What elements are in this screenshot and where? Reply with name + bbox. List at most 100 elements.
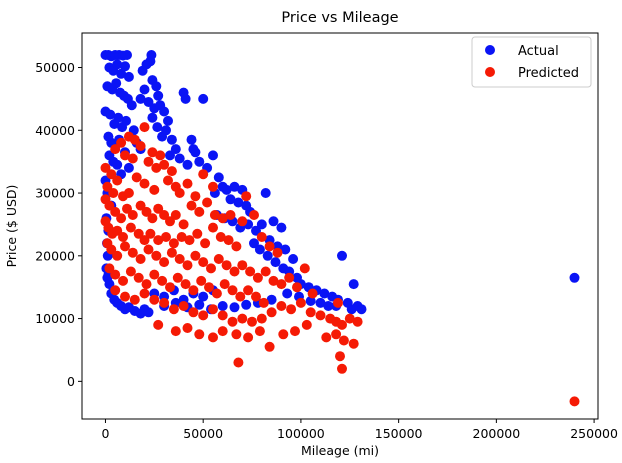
- data-point: [108, 188, 119, 198]
- data-point: [152, 122, 163, 133]
- data-point: [262, 250, 273, 261]
- data-point: [348, 338, 359, 349]
- data-point: [174, 188, 185, 198]
- data-point: [229, 181, 240, 192]
- data-point: [276, 301, 287, 311]
- data-point: [208, 304, 218, 315]
- data-point: [221, 260, 232, 271]
- data-point: [213, 254, 224, 264]
- data-point: [190, 250, 201, 261]
- data-point: [168, 238, 179, 249]
- data-point: [182, 260, 193, 271]
- data-point: [170, 326, 181, 337]
- data-point: [305, 296, 316, 306]
- chart-title: Price vs Mileage: [281, 10, 398, 26]
- data-point: [170, 144, 181, 155]
- data-point: [166, 247, 177, 258]
- data-point: [151, 81, 162, 92]
- data-point: [149, 184, 160, 195]
- data-point: [153, 235, 164, 246]
- data-point: [125, 266, 136, 277]
- data-point: [319, 288, 330, 299]
- data-point: [127, 210, 138, 220]
- data-point: [194, 299, 205, 310]
- data-point: [260, 266, 271, 277]
- data-point: [307, 288, 318, 299]
- data-point: [106, 169, 117, 180]
- y-tick-label: 30000: [35, 186, 75, 201]
- data-point: [272, 247, 283, 258]
- data-point: [231, 241, 242, 252]
- data-point: [112, 225, 123, 236]
- data-point: [135, 141, 146, 151]
- data-point: [202, 197, 213, 208]
- data-point: [112, 250, 123, 261]
- data-point: [295, 297, 306, 308]
- data-point: [198, 169, 209, 180]
- data-point: [243, 285, 254, 296]
- y-tick-label: 20000: [35, 248, 75, 263]
- data-point: [290, 326, 300, 337]
- y-tick-label: 10000: [35, 311, 75, 326]
- data-point: [217, 326, 228, 337]
- data-point: [110, 285, 121, 296]
- data-point: [110, 206, 121, 217]
- data-point: [227, 316, 238, 327]
- data-point: [344, 313, 355, 324]
- data-point: [337, 319, 347, 330]
- data-point: [139, 84, 150, 95]
- data-point: [321, 332, 332, 343]
- data-point: [213, 172, 224, 183]
- y-axis-label: Price ($ USD): [4, 185, 19, 268]
- data-point: [125, 222, 136, 233]
- data-point: [133, 228, 144, 239]
- data-point: [149, 294, 160, 305]
- data-point: [172, 272, 183, 283]
- data-point: [153, 203, 164, 214]
- data-point: [288, 254, 299, 264]
- data-point: [198, 291, 209, 302]
- x-axis-label: Mileage (mi): [301, 443, 379, 458]
- data-point: [141, 206, 152, 217]
- data-point: [135, 254, 146, 264]
- x-tick-label: 150000: [375, 426, 423, 441]
- data-point: [256, 219, 267, 230]
- data-point: [100, 162, 111, 173]
- data-point: [225, 194, 236, 205]
- data-point: [569, 272, 580, 283]
- y-tick-label: 0: [67, 374, 75, 389]
- data-point: [143, 97, 154, 107]
- x-axis: 0 50000 100000 150000 200000 250000: [101, 419, 618, 441]
- data-point: [233, 197, 244, 208]
- data-point: [135, 200, 146, 211]
- data-point: [209, 210, 220, 220]
- data-point: [252, 272, 263, 283]
- data-point: [159, 159, 170, 170]
- data-point: [139, 235, 150, 246]
- x-tick-label: 250000: [570, 426, 618, 441]
- data-point: [198, 93, 209, 104]
- data-point: [104, 200, 115, 211]
- data-point: [192, 228, 203, 239]
- data-point: [149, 269, 160, 280]
- data-point: [174, 254, 185, 264]
- data-point: [176, 232, 187, 242]
- data-point: [249, 210, 259, 220]
- data-point: [268, 216, 279, 227]
- data-point: [264, 341, 275, 352]
- data-point: [161, 125, 171, 136]
- data-point: [153, 319, 164, 330]
- data-point: [247, 316, 257, 327]
- data-point: [182, 159, 193, 170]
- data-point: [105, 109, 116, 120]
- data-point: [127, 247, 138, 258]
- x-tick-label: 50000: [183, 426, 223, 441]
- data-point: [266, 294, 277, 305]
- data-point: [139, 122, 150, 133]
- data-point: [120, 150, 130, 161]
- data-point: [168, 304, 179, 315]
- data-point: [163, 115, 173, 126]
- data-point: [569, 396, 580, 407]
- data-point: [278, 329, 289, 340]
- data-point: [102, 181, 113, 192]
